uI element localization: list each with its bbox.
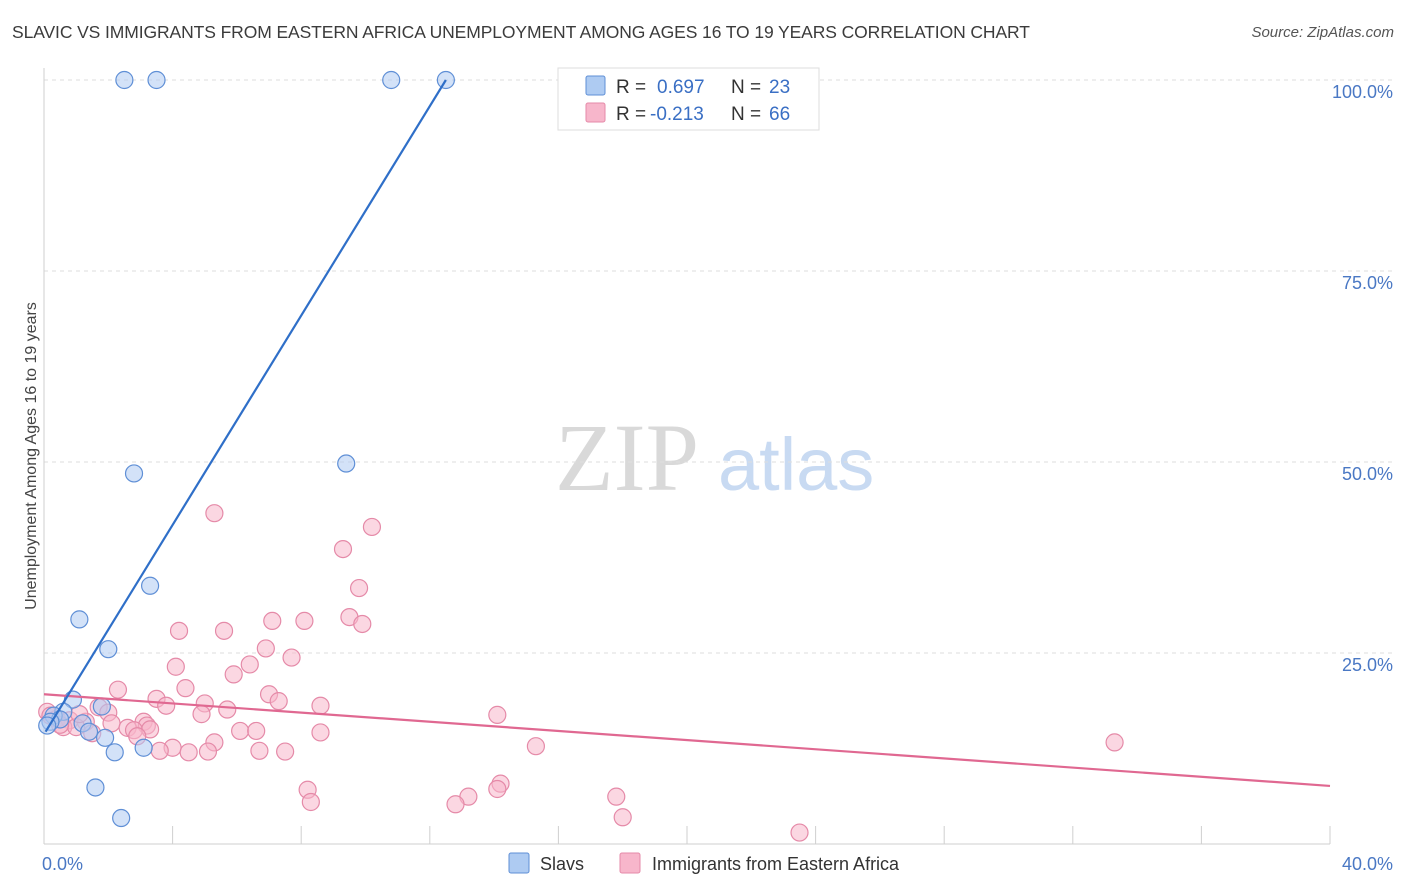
immigrants-point xyxy=(179,743,198,762)
immigrants-point xyxy=(224,665,243,684)
immigrants-point xyxy=(613,808,632,827)
slavs-point xyxy=(134,738,153,757)
immigrants-point xyxy=(446,795,465,814)
immigrants-point xyxy=(247,721,266,741)
immigrants-point xyxy=(218,700,237,719)
slavs-point xyxy=(382,70,401,90)
y-tick-label: 50.0% xyxy=(1342,464,1393,484)
source-credit: Source: ZipAtlas.com xyxy=(1251,24,1394,41)
immigrants-trendline xyxy=(43,693,1331,788)
immigrants-point xyxy=(169,621,189,640)
immigrants-point xyxy=(240,655,259,674)
immigrants-series-label: Immigrants from Eastern Africa xyxy=(652,854,900,874)
immigrants-n-value: 66 xyxy=(769,104,790,125)
y-axis-label: Unemployment Among Ages 16 to 19 years xyxy=(23,302,40,610)
slavs-series-swatch xyxy=(508,852,530,874)
x-tick-label-max: 40.0% xyxy=(1342,854,1393,874)
immigrants-point xyxy=(198,742,218,761)
slavs-n-value: 23 xyxy=(769,77,790,98)
slavs-point xyxy=(115,70,134,90)
immigrants-point xyxy=(192,705,211,724)
immigrants-point xyxy=(362,517,382,537)
immigrants-point xyxy=(276,742,295,761)
slavs-r-value: 0.697 xyxy=(657,77,705,98)
slavs-point xyxy=(337,454,356,473)
immigrants-point xyxy=(250,741,269,760)
x-axis-ticks xyxy=(43,826,1331,844)
immigrants-point xyxy=(256,639,275,658)
immigrants-point xyxy=(157,696,176,715)
immigrants-point xyxy=(263,611,282,631)
immigrants-point xyxy=(150,741,169,760)
slavs-r-label: R = xyxy=(616,77,646,98)
slavs-trendline xyxy=(44,79,447,733)
slavs-n-label: N = xyxy=(731,77,761,98)
slavs-point xyxy=(99,640,118,659)
trendlines xyxy=(43,79,1331,788)
immigrants-point xyxy=(790,823,809,842)
immigrants-point xyxy=(349,578,369,598)
slavs-point xyxy=(112,808,131,828)
series-legend: Slavs Immigrants from Eastern Africa xyxy=(508,852,900,874)
immigrants-point xyxy=(269,692,288,711)
immigrants-point xyxy=(231,721,250,741)
watermark-atlas: atlas xyxy=(718,423,874,506)
immigrants-point xyxy=(607,787,626,806)
immigrants-point xyxy=(311,723,330,742)
chart-title: SLAVIC VS IMMIGRANTS FROM EASTERN AFRICA… xyxy=(12,22,1030,42)
immigrants-point xyxy=(488,705,507,724)
slavs-point xyxy=(140,576,160,595)
immigrants-points xyxy=(38,504,1124,842)
slavs-series-label: Slavs xyxy=(540,854,584,874)
immigrants-point xyxy=(214,621,234,640)
immigrants-point xyxy=(166,657,185,676)
immigrants-r-value: -0.213 xyxy=(650,104,704,125)
slavs-point xyxy=(92,697,111,716)
immigrants-point xyxy=(205,504,224,523)
y-tick-label: 75.0% xyxy=(1342,273,1393,293)
immigrants-point xyxy=(333,539,353,559)
immigrants-legend-swatch xyxy=(585,102,606,123)
immigrants-point xyxy=(108,680,128,699)
y-tick-label: 100.0% xyxy=(1332,82,1393,102)
slavs-point xyxy=(79,722,99,741)
immigrants-point xyxy=(1105,733,1124,752)
stats-legend: R = 0.697 N = 23 R = -0.213 N = 66 xyxy=(557,67,820,131)
immigrants-n-label: N = xyxy=(731,104,761,125)
immigrants-point xyxy=(353,614,372,634)
slavs-legend-swatch xyxy=(585,75,606,96)
x-tick-label-min: 0.0% xyxy=(42,854,83,874)
slavs-point xyxy=(70,610,89,629)
immigrants-point xyxy=(311,696,330,715)
y-tick-label: 25.0% xyxy=(1342,655,1393,675)
immigrants-point xyxy=(282,648,301,667)
immigrants-point xyxy=(176,679,195,698)
slavs-points xyxy=(38,70,455,828)
slavs-point xyxy=(86,778,105,797)
gridlines xyxy=(44,79,1392,654)
slavs-point xyxy=(147,70,166,90)
slavs-point xyxy=(95,728,115,747)
watermark-zip: ZIP xyxy=(555,404,699,511)
slavs-point xyxy=(124,464,144,483)
y-tick-labels: 100.0% 75.0% 50.0% 25.0% xyxy=(1332,82,1393,675)
immigrants-point xyxy=(301,792,320,812)
immigrants-point xyxy=(295,611,314,631)
slavs-point xyxy=(105,743,124,762)
immigrants-point xyxy=(488,779,507,799)
immigrants-point xyxy=(526,737,545,756)
immigrants-r-label: R = xyxy=(616,104,646,125)
immigrants-series-swatch xyxy=(619,852,641,874)
